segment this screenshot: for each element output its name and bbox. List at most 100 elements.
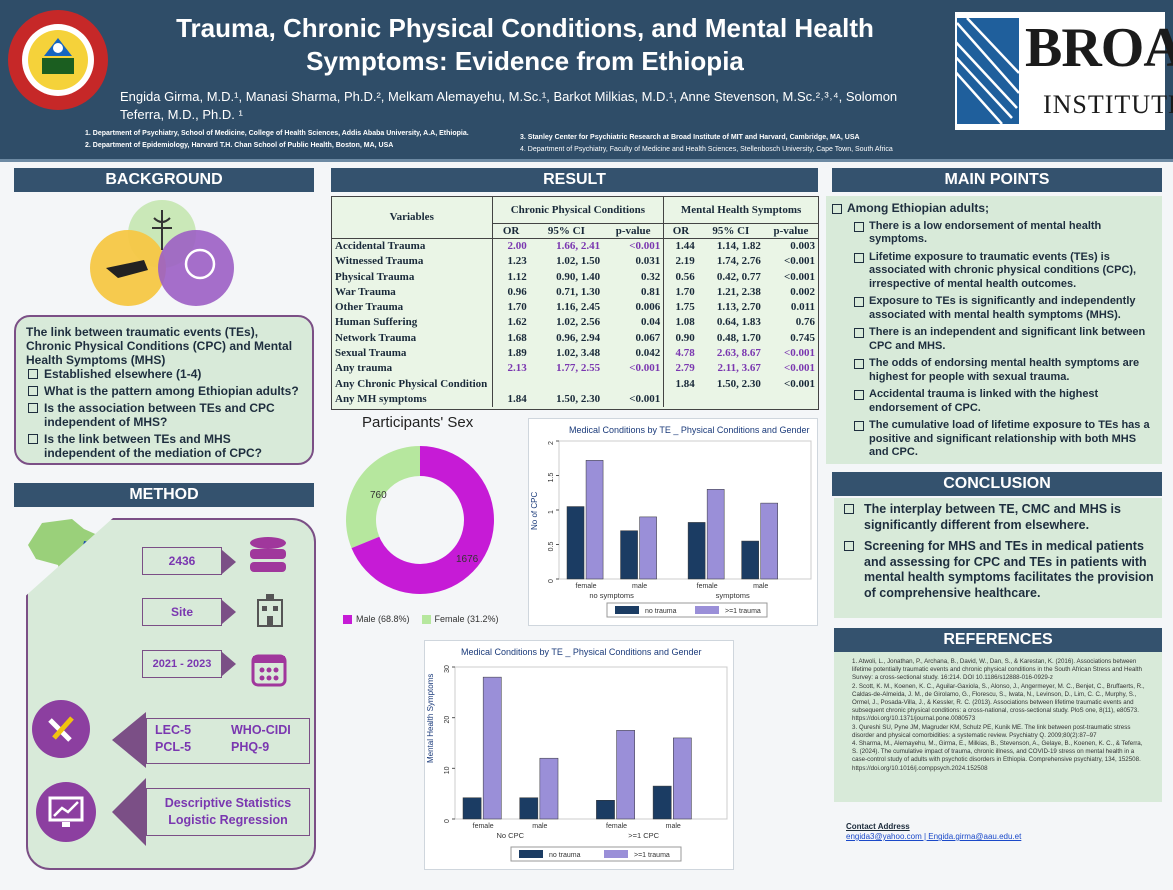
legend-box [510, 846, 682, 862]
group-label: no symptoms [589, 591, 634, 600]
tool-who-cidi: WHO-CIDI [231, 723, 291, 737]
table-cell: 0.011 [790, 301, 815, 314]
table-cell: 1.84 [675, 377, 695, 390]
tool-phq9: PHQ-9 [231, 740, 270, 754]
table-cell: 0.90 [675, 331, 695, 344]
table-cell: 0.32 [603, 268, 665, 285]
bar-1trauma-male [639, 516, 657, 580]
legend-box [606, 602, 768, 618]
main-point: The odds of endorsing mental health symp… [852, 357, 1156, 384]
table-cell: 2.63, 8.67 [716, 347, 761, 360]
x-tick-label: male [753, 583, 768, 590]
table-cell [764, 391, 818, 406]
table-cell: 2.19 [675, 255, 695, 268]
bar-1trauma-male [673, 737, 692, 820]
table-cell: Any trauma [332, 360, 493, 376]
chart-title: Medical Conditions by TE _ Physical Cond… [569, 425, 809, 435]
table-cell: <0.001 [603, 238, 665, 254]
broad-logo-word: BROAD [1025, 17, 1173, 79]
x-tick-label: male [666, 823, 681, 830]
conclusion-point: The interplay between TE, CMC and MHS is… [842, 502, 1154, 533]
table-cell: 0.48, 1.70 [716, 331, 761, 344]
table-cell: 1.14, 1.82 [716, 240, 761, 253]
tool-lec5: LEC-5 [155, 723, 192, 737]
col-p: p-value [603, 223, 665, 239]
table-cell: 2.00 [507, 240, 527, 253]
background-venn-illustration [88, 200, 238, 310]
table-cell: 2.79 [675, 362, 695, 375]
tool-pcl5: PCL-5 [155, 740, 192, 754]
group-label: symptoms [716, 591, 750, 600]
bar-1trauma-female [706, 489, 725, 580]
method-analysis: Descriptive Statistics Logistic Regressi… [146, 788, 310, 836]
y-tick-label: 0 [548, 579, 555, 583]
table-cell: 1.50, 2.30 [556, 392, 601, 405]
table-cell: <0.001 [783, 270, 815, 283]
table-cell [603, 375, 665, 392]
arrow-left-icon [112, 712, 146, 768]
references-heading: REFERENCES [834, 628, 1162, 652]
table-cell: 0.42, 0.77 [716, 270, 761, 283]
y-axis-label: Mental Health Symptoms [426, 674, 435, 763]
table-cell: <0.001 [783, 377, 815, 390]
background-item: Established elsewhere (1-4) [26, 367, 302, 381]
main-point: Accidental trauma is linked with the hig… [852, 388, 1156, 415]
y-axis-label: No of CPC [530, 492, 539, 530]
y-tick-label: 0 [444, 819, 451, 823]
mhs-bar-chart: Medical Conditions by TE _ Physical Cond… [426, 647, 728, 862]
table-cell: 0.006 [603, 299, 665, 315]
table-cell: Physical Trauma [332, 268, 493, 285]
analytics-monitor-icon [36, 782, 96, 842]
table-cell: 0.042 [603, 345, 665, 361]
result-heading: RESULT [331, 168, 818, 192]
conclusion-point: Screening for MHS and TEs in medical pat… [842, 539, 1154, 601]
table-cell: 1.84 [507, 392, 527, 405]
sex-legend: Male (68.8%) Female (31.2%) [343, 614, 499, 624]
background-item: Is the link between TEs and MHS independ… [26, 432, 302, 460]
table-cell: 0.76 [795, 316, 815, 329]
bar-1trauma-female [482, 676, 502, 820]
table-cell: 0.64, 1.83 [716, 316, 761, 329]
table-cell: 1.12 [507, 270, 527, 283]
table-cell: 1.21, 2.38 [716, 285, 761, 298]
reference-item: 3. Qureshi SU, Pyne JM, Magruder KM, Sch… [852, 723, 1131, 739]
conclusion-box: The interplay between TE, CMC and MHS is… [834, 498, 1162, 618]
table-cell: 0.04 [603, 314, 665, 331]
cpc-bar-chart-box: Medical Conditions by TE _ Physical Cond… [528, 418, 818, 626]
analysis-logistic: Logistic Regression [168, 813, 288, 827]
contact-label: Contact Address [846, 822, 910, 831]
table-cell: Human Suffering [332, 314, 493, 331]
x-tick-label: female [606, 823, 627, 830]
method-years: 2021 - 2023 [142, 650, 222, 678]
poster-title: Trauma, Chronic Physical Conditions, and… [176, 13, 874, 76]
table-cell [530, 376, 603, 391]
table-row: Other Trauma 1.70 1.16, 2.45 0.006 1.75 1.13,… [332, 299, 818, 315]
table-cell: 4.78 [675, 347, 695, 360]
group-label: No CPC [496, 831, 524, 840]
col-p: p-value [773, 224, 809, 237]
arrow-right-icon [222, 652, 236, 676]
arrow-right-icon [222, 550, 236, 574]
table-cell: 0.56 [675, 270, 695, 283]
background-item: Is the association between TEs and CPC i… [26, 401, 302, 429]
col-cpc: Chronic Physical Conditions [492, 197, 665, 223]
bar-notrauma-male [620, 530, 638, 580]
hospital-building-icon [250, 590, 290, 630]
pie-slice-male [351, 446, 494, 594]
table-row: Any trauma 2.13 1.77, 2.55 <0.001 2.79 2.11, … [332, 360, 818, 376]
col-ci: 95% CI [547, 224, 585, 237]
authors-line-1: Engida Girma, M.D.¹, Manasi Sharma, Ph.D… [120, 89, 898, 104]
table-cell: 1.77, 2.55 [556, 362, 601, 375]
table-cell: <0.001 [783, 255, 815, 268]
contact-emails[interactable]: engida3@yahoo.com | Engida.girma@aau.edu… [846, 832, 1022, 841]
references-box: 1. Atwoli, L., Jonathan, P., Archana, B.… [834, 652, 1162, 802]
affiliation-3: 3. Stanley Center for Psychiatric Resear… [520, 134, 860, 141]
table-cell: 0.71, 1.30 [556, 285, 601, 298]
table-row: Human Suffering 1.62 1.02, 2.56 0.04 1.08 0.6… [332, 314, 818, 331]
table-cell: 1.75 [675, 301, 695, 314]
tools-icon [32, 700, 90, 758]
reference-item: 4. Sharma, M., Alemayehu, M., Girma, E.,… [852, 740, 1143, 772]
table-cell: 0.90, 1.40 [556, 270, 601, 283]
main-point: There is an independent and significant … [852, 326, 1156, 353]
table-cell: 1.23 [507, 255, 527, 268]
